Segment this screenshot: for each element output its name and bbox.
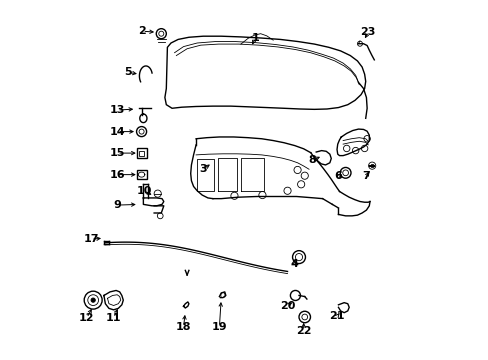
- Text: 2: 2: [138, 26, 146, 36]
- Text: 16: 16: [109, 170, 125, 180]
- Text: 9: 9: [113, 200, 121, 210]
- Text: 4: 4: [290, 259, 298, 269]
- Text: 21: 21: [328, 311, 344, 321]
- Text: 22: 22: [295, 325, 311, 336]
- Text: 3: 3: [199, 164, 206, 174]
- Text: 18: 18: [175, 322, 191, 332]
- Text: 6: 6: [333, 171, 341, 181]
- Text: 14: 14: [109, 127, 125, 136]
- Text: 10: 10: [136, 186, 151, 196]
- Text: 7: 7: [362, 171, 369, 181]
- Text: 13: 13: [109, 105, 124, 115]
- Text: 5: 5: [124, 67, 131, 77]
- Text: 11: 11: [105, 313, 121, 323]
- Text: 1: 1: [251, 33, 259, 43]
- Text: 12: 12: [79, 313, 94, 323]
- Text: 17: 17: [83, 234, 99, 244]
- Text: 8: 8: [308, 155, 316, 165]
- Circle shape: [91, 298, 95, 302]
- Text: 19: 19: [211, 322, 227, 332]
- Bar: [136, 170, 146, 179]
- Text: 20: 20: [279, 301, 295, 311]
- Bar: [136, 148, 146, 158]
- Text: 15: 15: [109, 148, 124, 158]
- Text: 23: 23: [360, 27, 375, 37]
- Bar: [139, 150, 144, 156]
